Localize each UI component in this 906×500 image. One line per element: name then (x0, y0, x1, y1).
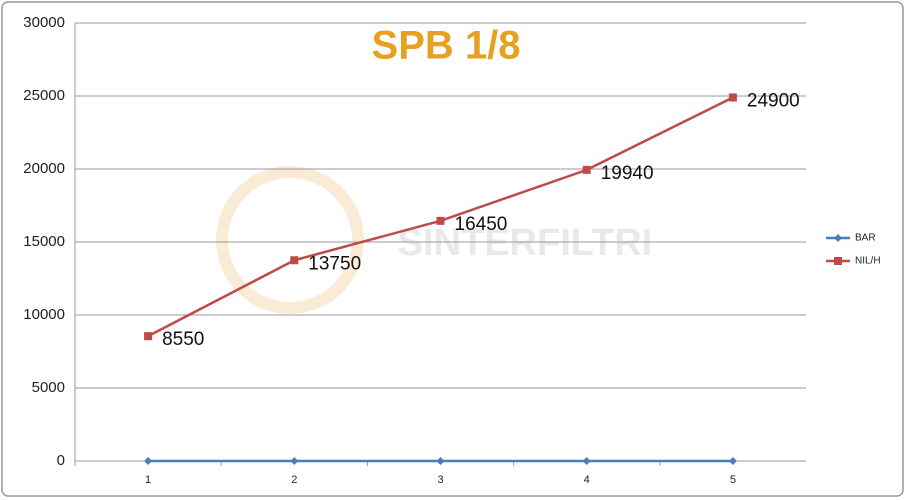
marker (144, 332, 153, 341)
data-label: 8550 (162, 329, 204, 350)
y-tick-label: 25000 (23, 87, 65, 104)
x-tick-label: 3 (437, 474, 443, 486)
marker (582, 457, 591, 465)
legend-label: BAR (855, 233, 876, 244)
marker (290, 457, 299, 465)
y-tick-label: 30000 (23, 14, 65, 31)
legend-marker (834, 234, 842, 242)
marker (582, 165, 591, 174)
legend-label: NIL/H (855, 256, 881, 267)
watermark: SINTERFILTRI (398, 222, 653, 264)
x-tick-label: 1 (145, 474, 151, 486)
marker (728, 93, 737, 102)
marker (728, 457, 737, 465)
marker (436, 216, 445, 225)
y-tick-label: 15000 (23, 233, 65, 250)
x-tick-label: 2 (291, 474, 297, 486)
y-tick-label: 0 (57, 452, 65, 469)
marker (290, 256, 299, 265)
y-tick-label: 5000 (32, 379, 65, 396)
y-tick-label: 20000 (23, 160, 65, 177)
legend-marker (834, 257, 842, 265)
watermark-logo (216, 166, 364, 314)
data-label: 16450 (455, 214, 508, 235)
chart-title: SPB 1/8 (372, 24, 521, 68)
marker (144, 457, 153, 465)
y-tick-label: 10000 (23, 306, 65, 323)
data-label: 19940 (601, 163, 654, 184)
x-tick-label: 5 (730, 474, 736, 486)
data-label: 24900 (747, 90, 800, 111)
marker (436, 457, 445, 465)
data-label: 13750 (308, 253, 361, 274)
x-tick-label: 4 (584, 474, 590, 486)
